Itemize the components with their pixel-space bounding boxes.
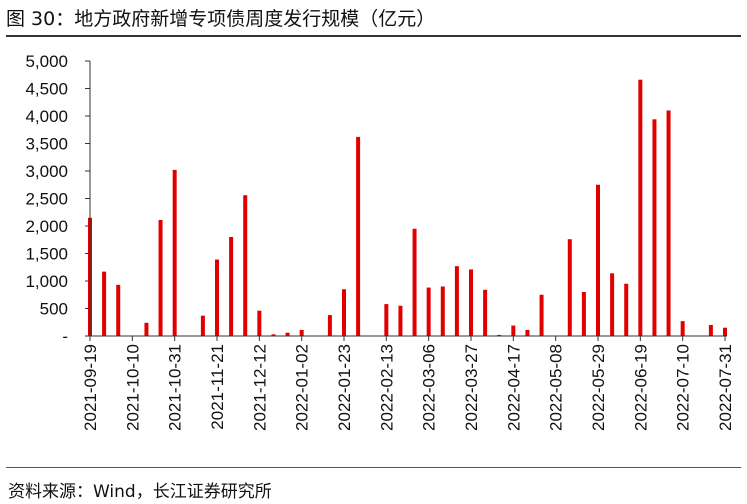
y-tick-label: 2,500 [25, 190, 68, 209]
bar-2022-03-13 [440, 286, 445, 336]
bar-2021-11-21 [215, 259, 219, 336]
bar-2022-07-31 [723, 327, 727, 336]
bar-2021-10-03 [116, 284, 121, 336]
chart-title: 图 30：地方政府新增专项债周度发行规模（亿元） [6, 8, 436, 30]
bar-2022-05-01 [539, 294, 544, 336]
y-axis: - 500 1,000 1,500 2,000 2,500 3,000 3,500 4,000 4… [25, 52, 90, 346]
y-tick-label: 3,500 [25, 135, 68, 154]
x-tick-label: 2021-10-31 [166, 344, 185, 431]
bar-2022-04-10 [497, 334, 502, 336]
y-tick-label: 1,000 [25, 272, 68, 291]
bar-2022-06-12 [624, 283, 629, 336]
x-tick-label: 2022-05-29 [589, 344, 608, 431]
bar-2022-04-03 [483, 289, 488, 336]
bar-2022-02-13 [384, 304, 389, 336]
x-tick-label: 2022-06-19 [631, 344, 650, 431]
title-divider [6, 35, 741, 37]
bar-2022-02-20 [398, 305, 403, 336]
footer-divider [6, 467, 741, 468]
bar-2021-11-14 [200, 315, 205, 336]
bar-2022-04-24 [525, 329, 530, 336]
x-tick-label: 2022-02-13 [377, 344, 396, 431]
bar-2022-03-20 [454, 266, 459, 336]
bar-2022-04-17 [511, 325, 516, 336]
bar-2021-09-26 [102, 271, 107, 336]
bar-2021-11-28 [229, 237, 234, 336]
x-tick-label: 2021-12-12 [250, 344, 269, 431]
bar-2021-12-26 [285, 332, 290, 336]
bar-2022-06-05 [610, 273, 615, 336]
bar-2021-12-05 [243, 195, 248, 336]
bar-2022-05-15 [567, 239, 572, 336]
bar-2022-05-22 [581, 292, 586, 336]
x-tick-label: 2021-11-21 [208, 344, 227, 430]
bar-2022-02-27 [412, 228, 417, 336]
source-note: 资料来源：Wind，长江证券研究所 [8, 482, 272, 502]
x-tick-label: 2022-07-10 [674, 344, 693, 431]
axes [89, 61, 727, 337]
y-tick-label: 5,000 [25, 52, 68, 71]
bar-2021-10-24 [158, 219, 163, 336]
bar-2022-01-16 [327, 315, 332, 336]
x-tick-label: 2021-10-10 [123, 344, 142, 431]
bar-2022-05-29 [596, 184, 600, 336]
x-tick-label: 2021-09-19 [81, 344, 100, 431]
bar-2022-07-24 [708, 325, 713, 336]
x-axis: 2021-09-19 2021-10-10 2021-10-31 2021-11-21… [81, 336, 735, 431]
bar-2022-06-26 [652, 119, 657, 336]
bar-series [88, 79, 727, 336]
x-tick-label: 2022-05-08 [547, 344, 566, 431]
y-tick-label: 500 [40, 300, 68, 319]
bar-2022-03-06 [426, 287, 431, 336]
bar-2021-12-19 [271, 334, 276, 336]
x-tick-label: 2022-01-23 [335, 344, 354, 431]
bar-2022-06-19 [638, 79, 643, 336]
y-tick-label: 1,500 [25, 245, 68, 264]
x-tick-label: 2022-07-31 [716, 344, 735, 431]
bar-2022-01-30 [356, 136, 361, 336]
x-tick-label: 2022-01-02 [293, 344, 312, 431]
bar-2022-01-23 [342, 289, 346, 336]
bar-2022-01-02 [299, 329, 304, 336]
y-tick-label: 2,000 [25, 217, 68, 236]
x-tick-label: 2022-04-17 [504, 344, 523, 431]
x-tick-label: 2022-03-27 [462, 344, 481, 431]
y-tick-label: 3,000 [25, 162, 68, 181]
y-tick-label: 4,000 [25, 107, 68, 126]
bar-2021-12-12 [257, 310, 262, 336]
bar-2021-10-17 [144, 322, 149, 336]
bar-2022-03-27 [469, 269, 473, 336]
bar-2021-10-31 [172, 169, 177, 336]
bar-2022-07-10 [680, 321, 685, 336]
y-tick-label: 4,500 [25, 80, 68, 99]
x-tick-label: 2022-03-06 [420, 344, 439, 431]
bar-2022-07-03 [666, 110, 671, 336]
y-tick-label: - [62, 327, 68, 346]
